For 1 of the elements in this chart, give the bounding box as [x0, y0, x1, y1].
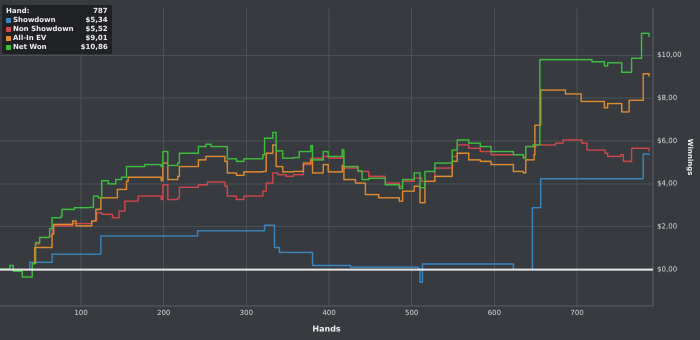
x-axis-title: Hands: [312, 324, 341, 334]
